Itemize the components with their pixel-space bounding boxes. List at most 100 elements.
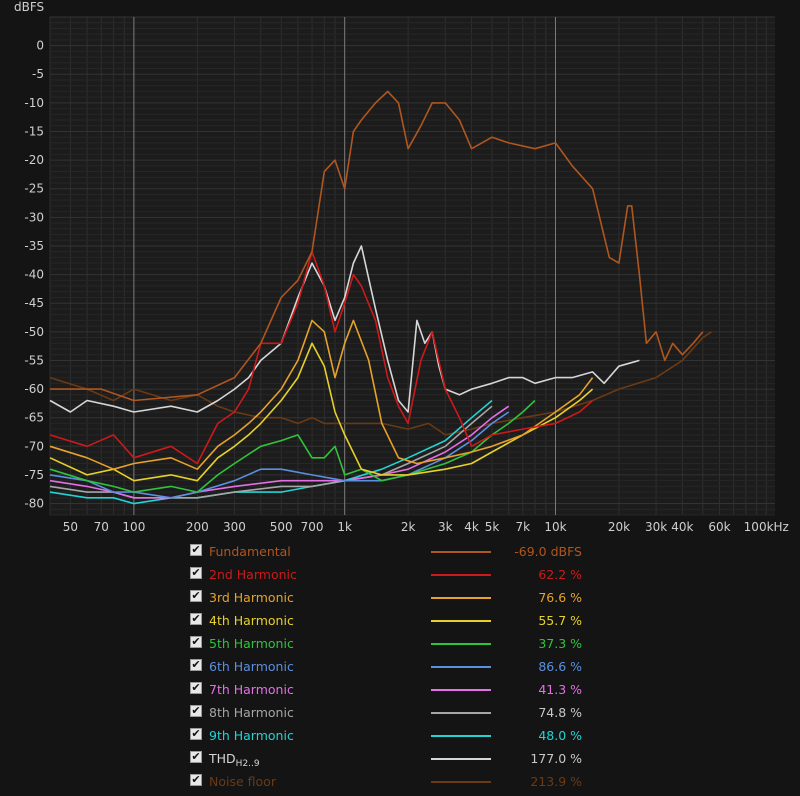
x-tick-label: 2k	[401, 520, 416, 534]
x-tick-label: 300	[223, 520, 246, 534]
x-tick-label: 5k	[485, 520, 500, 534]
y-tick-label: 0	[36, 39, 44, 53]
legend-label-text: 9th Harmonic	[209, 728, 294, 743]
series-line-3rd-harmonic	[49, 319, 594, 470]
legend-checkbox[interactable]: ✔	[190, 704, 202, 717]
legend-label: 8th Harmonic	[209, 705, 294, 720]
major-grid	[133, 17, 556, 515]
legend-row: ✔ 3rd Harmonic 76.6 %	[188, 587, 608, 610]
y-tick-label: -80	[24, 497, 44, 511]
legend-checkbox[interactable]: ✔	[190, 681, 202, 694]
legend-checkbox[interactable]: ✔	[190, 773, 202, 786]
legend-row: ✔ 8th Harmonic 74.8 %	[188, 702, 608, 725]
legend-value: 177.0 %	[530, 751, 582, 766]
x-tick-label: 3k	[438, 520, 453, 534]
y-tick-label: -75	[24, 468, 44, 482]
legend-swatch-line	[431, 781, 491, 783]
series-line-4th-harmonic	[49, 342, 594, 482]
legend-row: ✔ 6th Harmonic 86.6 %	[188, 656, 608, 679]
y-tick-label: -25	[24, 182, 44, 196]
legend-checkbox[interactable]: ✔	[190, 658, 202, 671]
series-line-7th-harmonic	[49, 405, 510, 499]
y-tick-label: -10	[24, 96, 44, 110]
x-tick-label: 700	[301, 520, 324, 534]
legend-label-text: 2nd Harmonic	[209, 567, 297, 582]
series-line-thd	[49, 245, 640, 413]
x-tick-label: 30k	[645, 520, 667, 534]
legend-checkbox[interactable]: ✔	[190, 543, 202, 556]
legend-label: THDH2..9	[209, 751, 260, 769]
legend-checkbox[interactable]: ✔	[190, 750, 202, 763]
y-tick-label: -20	[24, 153, 44, 167]
legend-checkbox[interactable]: ✔	[190, 612, 202, 625]
x-tick-label: 100	[122, 520, 145, 534]
legend-checkbox[interactable]: ✔	[190, 566, 202, 579]
legend-row: ✔ 7th Harmonic 41.3 %	[188, 679, 608, 702]
x-tick-label: 500	[270, 520, 293, 534]
y-tick-label: -40	[24, 268, 44, 282]
legend-label: 4th Harmonic	[209, 613, 294, 628]
legend-value: 41.3 %	[538, 682, 582, 697]
series-line-noise-floor	[49, 331, 712, 436]
legend-label-text: 4th Harmonic	[209, 613, 294, 628]
legend-swatch-line	[431, 712, 491, 714]
series-line-9th-harmonic	[49, 399, 493, 505]
legend-label-text: 3rd Harmonic	[209, 590, 294, 605]
legend-label-text: Noise floor	[209, 774, 276, 789]
legend-swatch-line	[431, 689, 491, 691]
legend-label: 5th Harmonic	[209, 636, 294, 651]
y-tick-label: -55	[24, 353, 44, 367]
legend-label: 7th Harmonic	[209, 682, 294, 697]
x-tick-label: 4k	[464, 520, 479, 534]
legend-swatch-line	[431, 643, 491, 645]
legend-swatch-line	[431, 597, 491, 599]
legend-swatch-line	[431, 735, 491, 737]
series-lines	[49, 90, 712, 505]
series-line-5th-harmonic	[49, 399, 536, 493]
x-tick-label: 7k	[516, 520, 531, 534]
legend-value: 48.0 %	[538, 728, 582, 743]
legend-label: 3rd Harmonic	[209, 590, 294, 605]
legend-value: -69.0 dBFS	[514, 544, 582, 559]
y-tick-label: -50	[24, 325, 44, 339]
legend-swatch-line	[431, 574, 491, 576]
legend-label: Fundamental	[209, 544, 291, 559]
legend-label: 9th Harmonic	[209, 728, 294, 743]
series-line-6th-harmonic	[49, 411, 510, 499]
series-line-fundamental	[50, 90, 704, 402]
y-tick-label: -15	[24, 124, 44, 138]
legend-value: 55.7 %	[538, 613, 582, 628]
legend-checkbox[interactable]: ✔	[190, 589, 202, 602]
legend-label-text: 7th Harmonic	[209, 682, 294, 697]
y-tick-label: -70	[24, 439, 44, 453]
legend-value: 74.8 %	[538, 705, 582, 720]
y-tick-label: -30	[24, 210, 44, 224]
series-line-2nd-harmonic	[49, 250, 594, 465]
legend-checkbox[interactable]: ✔	[190, 727, 202, 740]
legend-row: ✔ 4th Harmonic 55.7 %	[188, 610, 608, 633]
legend-label-text: 8th Harmonic	[209, 705, 294, 720]
legend-swatch-line	[431, 620, 491, 622]
legend-swatch-line	[431, 758, 491, 760]
legend-row: ✔ 9th Harmonic 48.0 %	[188, 725, 608, 748]
legend: ✔ Fundamental -69.0 dBFS ✔ 2nd Harmonic 62.2 …	[188, 541, 608, 794]
x-tick-label: 70	[94, 520, 109, 534]
legend-label-text: 6th Harmonic	[209, 659, 294, 674]
x-tick-label: 50	[63, 520, 78, 534]
x-tick-label: 200	[186, 520, 209, 534]
x-tick-label: 1k	[337, 520, 352, 534]
legend-row: ✔ Noise floor 213.9 %	[188, 771, 608, 794]
thd-chart: 0 -5 -10 -15 -20 -25 -30 -35 -40 -45 -50 -55 -60 -65 -…	[14, 0, 789, 534]
y-axis-ticks: 0 -5 -10 -15 -20 -25 -30 -35 -40 -45 -50 -55 -60 -65 -…	[24, 39, 44, 511]
legend-checkbox[interactable]: ✔	[190, 635, 202, 648]
x-tick-label: 10k	[544, 520, 566, 534]
y-axis-label: dBFS	[14, 0, 44, 14]
x-tick-label: 60k	[708, 520, 730, 534]
plot-area	[50, 17, 775, 515]
legend-label-subscript: H2..9	[235, 759, 260, 769]
x-axis-ticks: 50 70 100 200 300 500 700 1k 2k 3k 4k 5k 7k 10k 20k 30k…	[63, 520, 789, 534]
legend-swatch-line	[431, 551, 491, 553]
y-tick-label: -65	[24, 411, 44, 425]
x-tick-label: 40k	[671, 520, 693, 534]
y-tick-label: -35	[24, 239, 44, 253]
